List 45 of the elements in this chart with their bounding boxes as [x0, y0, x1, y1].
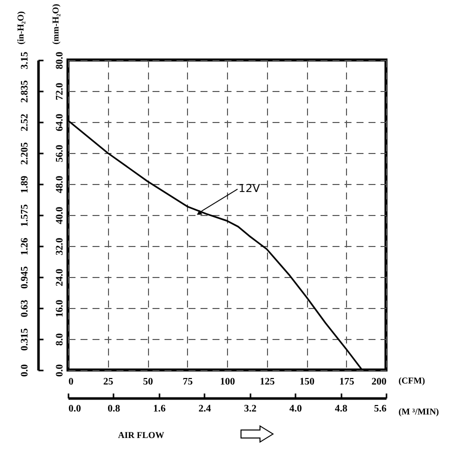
y-tick-label: 80.0	[54, 52, 66, 70]
y-tick-label: 24.0	[54, 268, 66, 286]
x2-tick-label: 1.6	[153, 404, 166, 414]
y2-tick-label: 2.52	[20, 114, 30, 132]
text: AIR FLOW	[118, 430, 164, 440]
y2-tick-label: 3.15	[20, 52, 30, 70]
x-tick-label: 50	[143, 376, 153, 388]
x-tick-label: 0	[68, 376, 74, 388]
y2-tick-label: 1.26	[20, 238, 30, 256]
y2-tick-label: 0.0	[20, 364, 30, 377]
y-tick-label: 72.0	[54, 82, 66, 100]
x2-tick-label: 3.2	[244, 404, 256, 414]
x2-tick-label: 4.0	[289, 404, 302, 414]
x2-tick-label: 0.0	[68, 404, 81, 414]
y2-tick-label: 0.945	[20, 266, 30, 289]
x-axis-title: (CFM)	[398, 376, 425, 386]
y2-tick-label: 2.835	[20, 80, 30, 103]
x2-tick-label: 4.8	[334, 404, 348, 414]
y-tick-label: 0.0	[54, 364, 66, 377]
x-tick-label: 200	[372, 376, 386, 388]
x2-tick-label: 5.6	[374, 404, 386, 414]
y-tick-label: 16.0	[54, 300, 66, 318]
y2-tick-label: 1.89	[20, 176, 30, 194]
y2-tick-label: 0.63	[20, 300, 30, 318]
x-tick-label: 25	[103, 376, 114, 388]
x-tick-label: 75	[182, 376, 193, 388]
x2-tick-label: 2.4	[198, 404, 212, 414]
x-tick-label: 150	[300, 376, 314, 388]
y-tick-label: 56.0	[54, 144, 66, 162]
x2-axis-title: (M ³/MIN)	[398, 406, 439, 416]
x2-tick-label: 0.8	[108, 404, 120, 414]
x-tick-label: 100	[220, 376, 235, 388]
y2-tick-label: 1.575	[20, 204, 30, 227]
y-tick-label: 48.0	[54, 176, 66, 194]
x-tick-label: 175	[339, 376, 354, 388]
y2-tick-label: 2.205	[20, 142, 30, 165]
y-axis-title: (mm-H₂O)	[50, 4, 60, 44]
y2-axis-title: (in-H₂O)	[16, 11, 26, 44]
annotation: 12V	[238, 182, 261, 196]
x-tick-label: 125	[260, 376, 275, 388]
y-tick-label: 64.0	[54, 114, 66, 132]
y-tick-label: 40.0	[54, 206, 66, 224]
y-tick-label: 32.0	[54, 238, 66, 256]
y2-tick-label: 0.315	[20, 328, 30, 351]
y-tick-label: 8.0	[54, 333, 66, 346]
